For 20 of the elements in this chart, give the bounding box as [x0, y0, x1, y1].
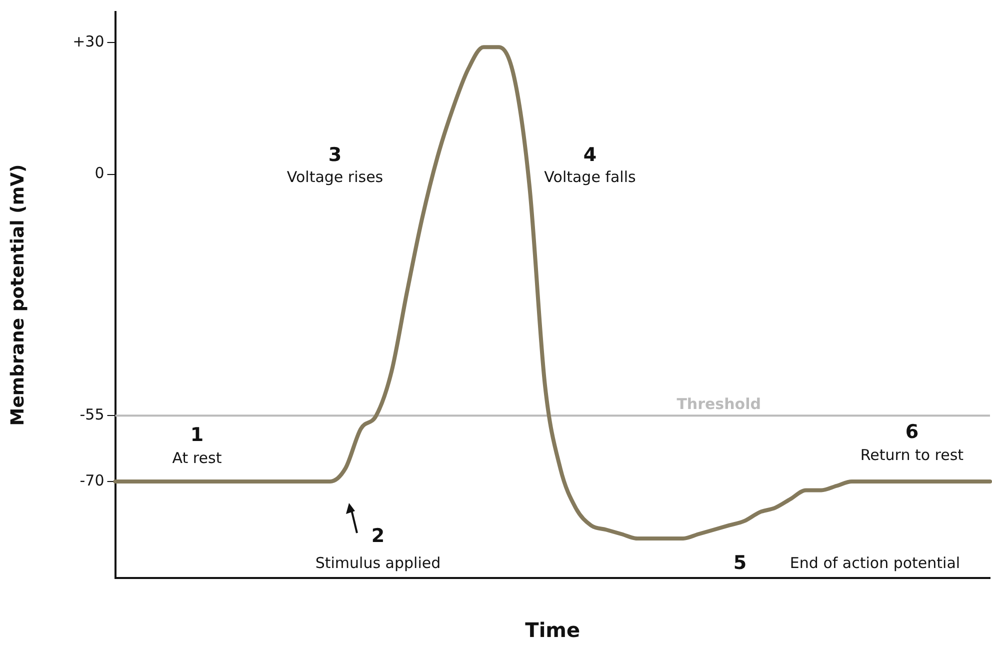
annotation: 2 [371, 525, 385, 547]
annotation: 6 [905, 421, 919, 443]
ref-line-label: Threshold [676, 395, 761, 414]
annotation: End of action potential [790, 554, 960, 572]
annotation: Stimulus applied [315, 554, 441, 572]
annotation: At rest [172, 449, 222, 467]
annotation: 4 [583, 144, 597, 166]
x-axis-title: Time [525, 618, 580, 642]
annotation: 3 [328, 144, 342, 166]
line-series [113, 45, 992, 541]
annotation: 1 [190, 424, 204, 446]
annotation: Return to rest [860, 446, 964, 464]
y-tick-label: -70 [80, 471, 104, 490]
annotation: 5 [733, 552, 747, 574]
y-tick-label: -55 [80, 406, 104, 424]
y-tick-label: +30 [72, 32, 104, 51]
annotation: Voltage rises [286, 168, 384, 186]
annotation: Voltage falls [544, 168, 636, 186]
y-tick-label: 0 [94, 164, 104, 182]
y-axis-title: Membrane potential (mV) [7, 164, 28, 426]
